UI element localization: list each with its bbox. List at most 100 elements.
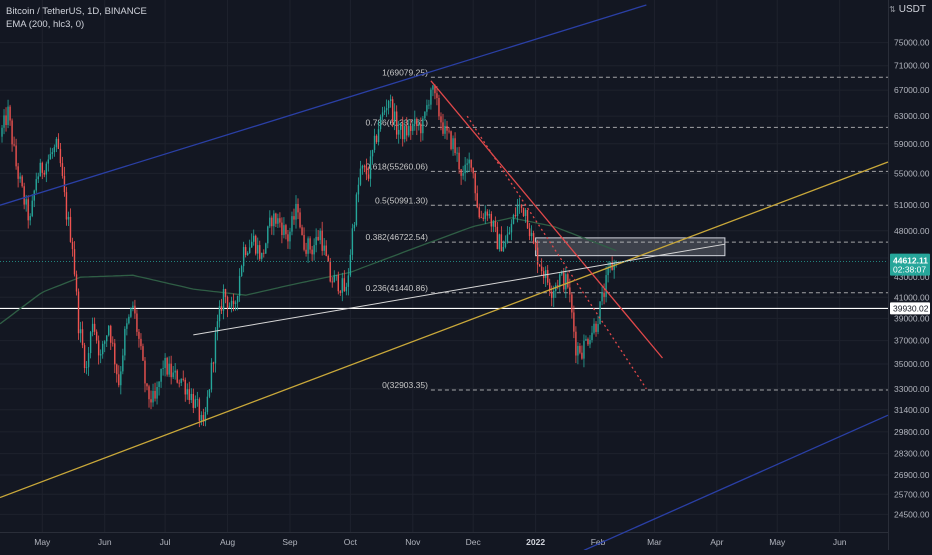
candle-body (188, 389, 190, 401)
candle-body (363, 165, 366, 167)
candle-body (472, 167, 474, 174)
candle-body (512, 215, 515, 224)
candle-body (546, 270, 549, 283)
time-axis-tick: 2022 (526, 537, 545, 547)
candle-body (73, 249, 76, 275)
candle-body (337, 274, 339, 292)
candle-body (492, 221, 495, 227)
candle-body (609, 262, 611, 269)
candle-body (85, 367, 88, 369)
candle-body (168, 363, 170, 375)
candle-body (186, 389, 188, 395)
candle-body (542, 271, 545, 279)
candle-body (440, 116, 442, 123)
fib-level-label: 0.618(55260.06) (366, 161, 429, 171)
candle-body (271, 217, 273, 227)
candle-body (87, 353, 90, 368)
candle-body (142, 346, 144, 361)
time-axis-tick: Aug (220, 537, 235, 547)
candle-body (424, 111, 426, 119)
candle-body (132, 305, 134, 308)
candle-body (387, 101, 390, 109)
candle-body (23, 186, 25, 205)
candle-body (367, 174, 370, 179)
candle-body (25, 199, 27, 205)
candle-body (154, 390, 156, 399)
candle-body (478, 207, 480, 218)
candle-body (174, 370, 176, 373)
candle-body (315, 236, 317, 246)
candle-body (458, 152, 460, 170)
candle-body (21, 176, 23, 187)
candle-body (146, 383, 148, 387)
candle-body (530, 233, 533, 237)
candle-body (166, 357, 168, 375)
grid-lines (0, 0, 888, 532)
candle-body (408, 125, 410, 136)
candle-body (357, 184, 360, 195)
price-axis-tick: 71000.00 (894, 61, 930, 71)
candle-body (140, 338, 142, 347)
candle-body (293, 216, 295, 220)
time-axis-tick: Jun (98, 537, 112, 547)
candle-body (13, 144, 15, 146)
candle-body (379, 116, 382, 130)
fib-level-label: 0(32903.35) (382, 380, 428, 390)
candle-body (452, 138, 454, 150)
candle-body (377, 129, 380, 143)
chart-legend: Bitcoin / TetherUS, 1D, BINANCE EMA (200… (6, 5, 147, 31)
candle-body (7, 106, 9, 126)
candle-body (349, 254, 352, 276)
candle-body (216, 321, 219, 333)
last-price-tag (890, 253, 930, 276)
candle-body (220, 306, 223, 311)
candle-body (418, 123, 420, 126)
candle-body (331, 281, 333, 283)
time-axis-tick: Sep (282, 537, 297, 547)
candle-body (389, 99, 392, 102)
candle-body (508, 232, 511, 235)
candle-body (114, 343, 116, 365)
candle-body (224, 288, 227, 298)
candle-body (579, 345, 581, 353)
candle-body (99, 354, 102, 356)
candle-body (198, 399, 201, 421)
candle-body (496, 226, 499, 250)
price-axis-tick: 48000.00 (894, 226, 930, 236)
candle-body (416, 118, 418, 126)
candle-body (381, 112, 384, 117)
candle-body (303, 235, 305, 250)
candle-body (450, 131, 452, 150)
candle-body (476, 193, 478, 208)
candle-body (410, 125, 412, 131)
time-axis-tick: Apr (710, 537, 723, 547)
currency-selector[interactable]: ⇅ USDT (889, 4, 926, 15)
candle-body (120, 371, 122, 386)
candle-body (494, 221, 497, 227)
candle-body (15, 145, 17, 167)
symbol-title[interactable]: Bitcoin / TetherUS, 1D, BINANCE (6, 6, 147, 17)
candle-body (500, 234, 503, 252)
candle-body (27, 199, 29, 221)
candle-body (279, 218, 281, 223)
candle-body (544, 270, 547, 279)
candle-body (182, 378, 184, 380)
candle-body (571, 294, 573, 313)
support-price-label: 39930.02 (893, 303, 929, 313)
indicator-title[interactable]: EMA (200, hlc3, 0) (6, 19, 85, 30)
candle-body (323, 245, 325, 251)
price-axis-tick: 59000.00 (894, 139, 930, 149)
price-axis-tick: 25700.00 (894, 489, 930, 499)
candle-body (204, 411, 207, 422)
candle-body (528, 228, 531, 237)
candle-body (83, 345, 86, 368)
candle-body (434, 85, 436, 94)
candle-body (202, 415, 205, 422)
candle-body (238, 276, 241, 296)
candle-body (516, 205, 519, 217)
candle-body (436, 93, 438, 98)
yellow-trendline (0, 161, 889, 499)
candle-body (226, 297, 229, 308)
